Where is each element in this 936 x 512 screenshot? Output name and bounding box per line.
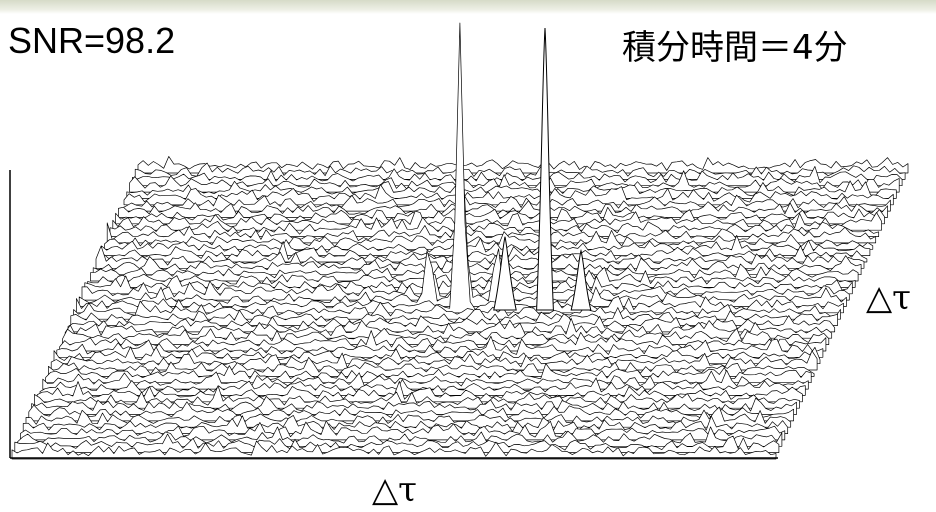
surface-row bbox=[11, 440, 777, 460]
y-axis-label: △τ bbox=[866, 278, 911, 318]
surface-row bbox=[134, 162, 906, 180]
slide-header-band bbox=[0, 0, 936, 14]
surface-row bbox=[137, 156, 909, 174]
surface-row bbox=[62, 327, 830, 345]
surface-row bbox=[106, 222, 877, 244]
surface-row bbox=[56, 335, 824, 358]
surface-row bbox=[28, 401, 794, 422]
surface-row bbox=[126, 180, 897, 199]
surface-row bbox=[115, 206, 885, 225]
surface-row bbox=[31, 396, 797, 415]
surface-row bbox=[22, 415, 789, 434]
noise-surface bbox=[11, 22, 909, 460]
peak-main bbox=[536, 27, 554, 311]
surface-row bbox=[34, 385, 800, 409]
surface-row bbox=[118, 200, 888, 218]
surface-row bbox=[129, 170, 900, 193]
surface-row bbox=[81, 273, 850, 301]
x-axis-label: △τ bbox=[372, 470, 417, 510]
integration-time-label: 積分時間＝4分 bbox=[622, 28, 848, 68]
surface-row bbox=[17, 426, 783, 447]
peak-right-side bbox=[570, 248, 592, 311]
surface-row bbox=[95, 245, 865, 269]
surface-row bbox=[59, 330, 827, 352]
surface-row bbox=[42, 369, 809, 390]
surface-row bbox=[98, 241, 868, 263]
snr-label: SNR=98.2 bbox=[8, 20, 176, 61]
surface-row bbox=[120, 194, 891, 212]
surface-row bbox=[123, 184, 894, 206]
surface-row bbox=[112, 210, 882, 231]
surface-row bbox=[101, 234, 871, 256]
surface-row bbox=[50, 350, 818, 371]
surface-row bbox=[64, 317, 833, 339]
peak-left-side bbox=[493, 236, 517, 311]
surface-row bbox=[132, 166, 903, 187]
